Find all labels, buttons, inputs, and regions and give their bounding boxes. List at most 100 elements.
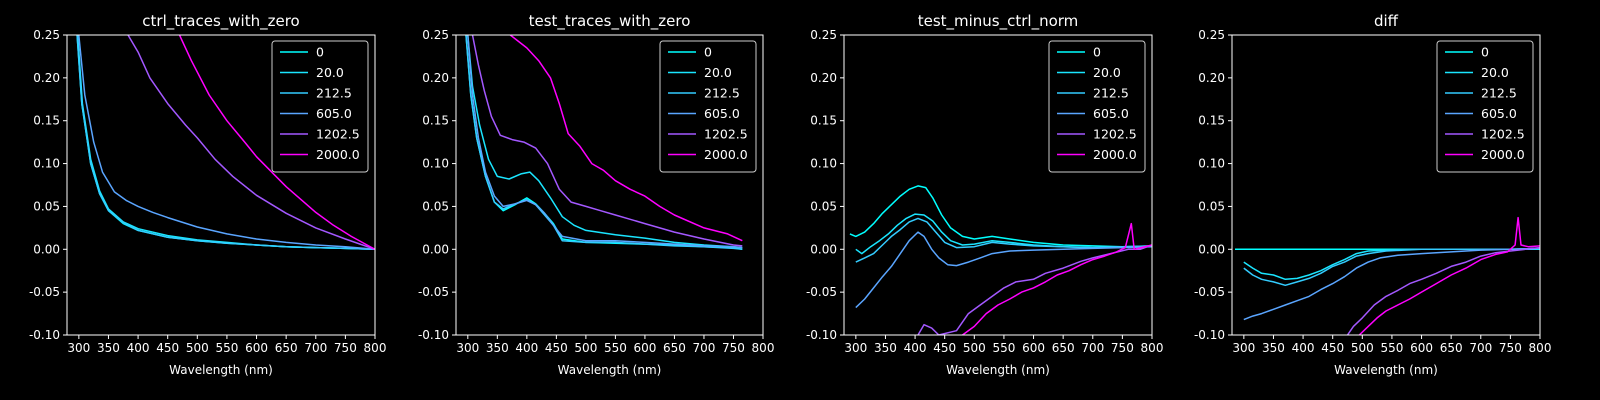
legend-label: 1202.5 — [1481, 127, 1525, 142]
x-tick-label: 350 — [1262, 341, 1285, 355]
x-tick-label: 750 — [722, 341, 745, 355]
x-tick-label: 600 — [1410, 341, 1433, 355]
y-tick-label: -0.10 — [1194, 328, 1225, 342]
x-tick-label: 350 — [97, 341, 120, 355]
y-tick-label: 0.00 — [810, 242, 837, 256]
legend-label: 1202.5 — [316, 127, 360, 142]
x-tick-label: 750 — [334, 341, 357, 355]
x-tick-label: 500 — [963, 341, 986, 355]
series-line — [855, 231, 1152, 309]
legend-label: 605.0 — [704, 106, 740, 121]
legend-label: 1202.5 — [1093, 127, 1137, 142]
x-tick-label: 800 — [1529, 341, 1552, 355]
y-tick-label: 0.00 — [422, 242, 449, 256]
axes-frame — [66, 34, 376, 336]
legend: 0 20.0 212.5 605.0 1202.5 2000.0 — [1436, 40, 1534, 173]
x-tick-label: 550 — [604, 341, 627, 355]
y-tick-label: 0.00 — [1198, 242, 1225, 256]
legend-label: 20.0 — [704, 65, 732, 80]
y-tick-label: 0.10 — [1198, 157, 1225, 171]
x-tick-label: 750 — [1499, 341, 1522, 355]
x-tick-label: 550 — [215, 341, 238, 355]
series-line — [1358, 216, 1540, 335]
y-tick-label: -0.10 — [806, 328, 837, 342]
x-tick-label: 550 — [992, 341, 1015, 355]
legend-label: 2000.0 — [1481, 147, 1525, 162]
x-tick-label: 800 — [752, 341, 775, 355]
legend-label: 0 — [1093, 45, 1101, 60]
y-tick-label: 0.10 — [810, 157, 837, 171]
chart-title: ctrl_traces_with_zero — [142, 12, 299, 31]
y-tick-label: 0.10 — [33, 157, 60, 171]
series-group — [465, 35, 743, 251]
chart-title: test_minus_ctrl_norm — [918, 12, 1079, 31]
series-line — [467, 35, 743, 249]
chart-title: diff — [1374, 12, 1399, 30]
x-tick-label: 350 — [874, 341, 897, 355]
y-tick-label: 0.00 — [33, 242, 60, 256]
y-tick-label: 0.20 — [422, 71, 449, 85]
chart-panel: test_traces_with_zero 300 350 400 450 500 550 6… — [418, 12, 775, 377]
legend-label: 212.5 — [704, 86, 740, 101]
x-tick-label: 650 — [1052, 341, 1075, 355]
series-group — [76, 35, 375, 251]
chart-title: test_traces_with_zero — [529, 12, 691, 31]
series-line — [1243, 247, 1540, 287]
x-axis-label: Wavelength (nm) — [1334, 363, 1438, 377]
x-tick-label: 500 — [186, 341, 209, 355]
y-tick-label: 0.05 — [422, 199, 449, 213]
y-tick-label: 0.25 — [422, 28, 449, 42]
series-line — [78, 35, 375, 251]
x-tick-label: 700 — [1469, 341, 1492, 355]
legend-label: 20.0 — [1481, 65, 1509, 80]
y-tick-label: -0.05 — [806, 285, 837, 299]
legend-label: 2000.0 — [704, 147, 748, 162]
y-tick-label: -0.10 — [29, 328, 60, 342]
series-line — [1243, 247, 1540, 321]
series-line — [467, 35, 743, 249]
legend-label: 0 — [316, 45, 324, 60]
legend-label: 212.5 — [1093, 86, 1129, 101]
x-tick-label: 300 — [456, 341, 479, 355]
y-tick-label: -0.05 — [418, 285, 449, 299]
legend-label: 605.0 — [1093, 106, 1129, 121]
series-group — [1235, 216, 1540, 335]
x-tick-label: 600 — [245, 341, 268, 355]
x-tick-label: 450 — [933, 341, 956, 355]
x-tick-label: 450 — [1321, 341, 1344, 355]
legend-box — [659, 40, 757, 173]
y-tick-label: 0.15 — [810, 114, 837, 128]
y-tick-label: 0.05 — [810, 199, 837, 213]
y-tick-label: -0.10 — [418, 328, 449, 342]
y-tick-label: 0.10 — [422, 157, 449, 171]
series-group — [849, 185, 1152, 335]
legend-label: 2000.0 — [316, 147, 360, 162]
x-axis-label: Wavelength (nm) — [946, 363, 1050, 377]
legend-label: 1202.5 — [704, 127, 748, 142]
axes-frame — [455, 34, 764, 336]
x-tick-label: 400 — [515, 341, 538, 355]
chart-panel: test_minus_ctrl_norm 300 350 400 450 500 550 60… — [806, 12, 1164, 377]
y-tick-label: 0.25 — [1198, 28, 1225, 42]
y-tick-label: 0.05 — [33, 199, 60, 213]
series-line — [178, 35, 375, 250]
x-tick-label: 650 — [275, 341, 298, 355]
legend-box — [1048, 40, 1146, 173]
x-tick-label: 750 — [1111, 341, 1134, 355]
y-tick-label: 0.25 — [810, 28, 837, 42]
legend: 0 20.0 212.5 605.0 1202.5 2000.0 — [659, 40, 757, 173]
series-line — [465, 35, 743, 251]
series-line — [917, 244, 1152, 335]
legend-label: 0 — [704, 45, 712, 60]
series-line — [127, 35, 375, 251]
y-tick-label: 0.25 — [33, 28, 60, 42]
legend-box — [1436, 40, 1534, 173]
x-tick-label: 700 — [1081, 341, 1104, 355]
y-tick-label: 0.15 — [33, 114, 60, 128]
x-tick-label: 600 — [633, 341, 656, 355]
x-tick-label: 500 — [1351, 341, 1374, 355]
x-tick-label: 700 — [304, 341, 327, 355]
x-tick-label: 800 — [1141, 341, 1164, 355]
legend-label: 0 — [1481, 45, 1489, 60]
